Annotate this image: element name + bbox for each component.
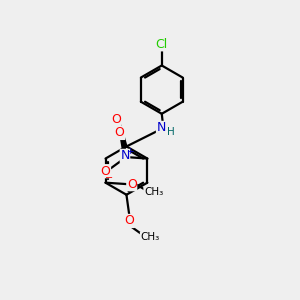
Text: Cl: Cl: [156, 38, 168, 51]
Text: O: O: [127, 178, 137, 191]
Text: +: +: [126, 147, 133, 156]
Text: O: O: [115, 126, 124, 140]
Text: O: O: [100, 165, 110, 178]
Text: N: N: [120, 149, 130, 162]
Text: H: H: [167, 127, 175, 137]
Text: N: N: [157, 122, 166, 134]
Text: −: −: [105, 173, 113, 183]
Text: CH₃: CH₃: [144, 188, 163, 197]
Text: O: O: [124, 214, 134, 227]
Text: O: O: [111, 113, 121, 127]
Text: CH₃: CH₃: [140, 232, 160, 242]
